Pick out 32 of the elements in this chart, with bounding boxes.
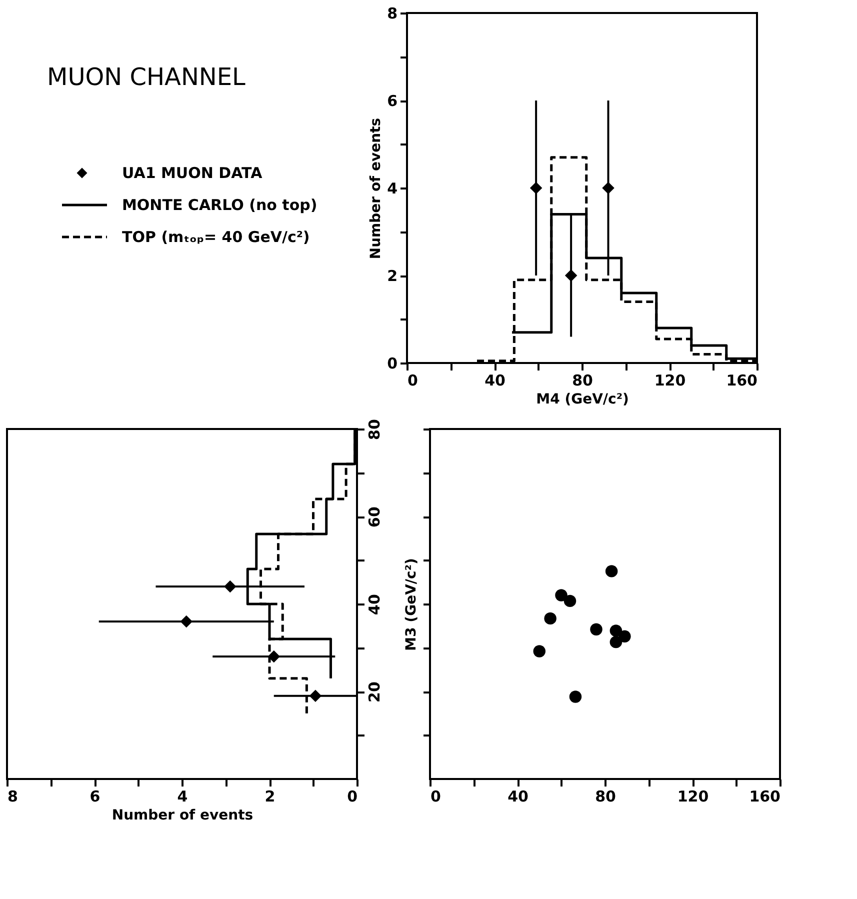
- y-tick-label: 40: [366, 594, 384, 615]
- x-tick-label: 160: [726, 372, 758, 390]
- x-tick-label: 120: [654, 372, 686, 390]
- y-axis-title: Number of events: [368, 118, 384, 260]
- x-tick-label: 6: [90, 788, 100, 806]
- x-tick-label: 4: [177, 788, 188, 806]
- y-tick-label: 4: [387, 180, 398, 198]
- x-tick-label: 40: [508, 788, 528, 806]
- x-axis-title: M4 (GeV/c²): [536, 392, 629, 408]
- x-tick-label: 160: [749, 788, 780, 806]
- legend-label: TOP (mₜₒₚ= 40 GeV/c²): [122, 228, 310, 246]
- legend-label: MONTE CARLO (no top): [122, 196, 318, 214]
- y-tick-label: 8: [387, 4, 398, 22]
- x-tick-label: 80: [572, 372, 593, 390]
- x-tick-label: 2: [264, 788, 276, 806]
- text: MUON CHANNEL: [47, 63, 246, 91]
- legend-label: UA1 MUON DATA: [122, 164, 263, 182]
- y-tick-label: 60: [366, 506, 384, 528]
- y-tick-label: 6: [387, 92, 398, 110]
- x-tick-label: 0: [408, 372, 418, 390]
- y-tick-label: 0: [387, 354, 398, 372]
- y-axis-title: M3 (GeV/c²): [404, 558, 420, 651]
- x-tick-label: 8: [8, 788, 18, 806]
- y-tick-label: 20: [366, 682, 384, 702]
- y-tick-label: 2: [387, 267, 398, 285]
- x-tick-label: 0: [430, 788, 441, 806]
- x-tick-label: 120: [677, 788, 709, 806]
- x-tick-label: 0: [347, 788, 358, 806]
- x-tick-label: 80: [595, 788, 616, 806]
- x-tick-label: 40: [484, 372, 506, 390]
- x-axis-title: Number of events: [112, 808, 254, 824]
- y-tick-label: 80: [366, 419, 384, 440]
